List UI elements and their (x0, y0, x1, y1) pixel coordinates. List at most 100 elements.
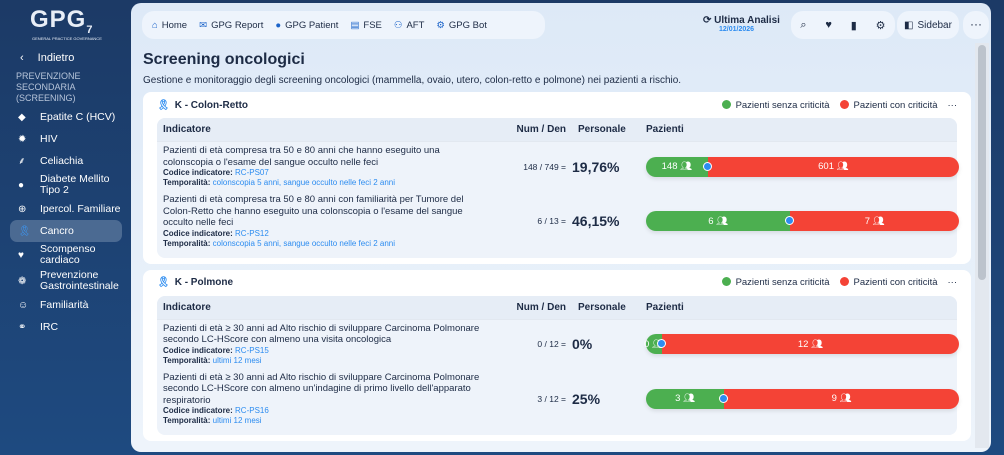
sidebar-item-celiachia[interactable]: ⸙ Celiachia (10, 150, 122, 172)
critical-segment[interactable]: 12 👥︎ (662, 334, 959, 354)
indicator-timeframe: colonscopia 5 anni, sangue occulto nelle… (212, 238, 396, 248)
sidebar-item-cancro[interactable]: 🎗 Cancro (10, 220, 122, 242)
sidebar-item-epatite-c-hcv-[interactable]: ◆ Epatite C (HCV) (10, 106, 122, 128)
wheat-icon: ⸙ (18, 155, 26, 167)
sidebar-item-label: HIV (40, 132, 58, 145)
legend: Pazienti senza criticità Pazienti con cr… (721, 277, 958, 288)
main-panel: ⌂ Home ✉ GPG Report ● GPG Patient ▤ FSE ⚇ AFT ⚙ GPG… (131, 3, 991, 452)
nav-fse[interactable]: ▤ FSE (350, 20, 381, 31)
legend-critical-label: Pazienti con criticità (853, 277, 938, 288)
logo-version: 7 (86, 23, 94, 36)
gpg-patient-icon: ● (275, 19, 282, 31)
page-subtitle: Gestione e monitoraggio degli screening … (143, 75, 682, 86)
sidebar-item-label: Cancro (40, 224, 74, 237)
patients-bar[interactable]: 0 👥︎ 12 👥︎ (644, 334, 959, 354)
ratio-marker (702, 161, 712, 171)
legend-critical: Pazienti con criticità (839, 99, 938, 111)
ribbon-icon: 🎗︎ (157, 99, 170, 111)
section-heading: PREVENZIONE SECONDARIA (SCREENING) (16, 71, 81, 103)
fse-icon: ▤ (350, 19, 360, 31)
card-menu-button[interactable]: ··· (947, 277, 958, 288)
patients-bar[interactable]: 3 👥︎ 9 👥︎ (646, 388, 959, 409)
indicator-card: 🎗︎ K - Colon-Retto Pazienti senza critici… (143, 92, 971, 264)
ok-segment[interactable]: 6 👥︎ (646, 211, 791, 232)
book-icon[interactable]: ▮ (850, 19, 857, 32)
critical-segment[interactable]: 601 👥︎ (707, 156, 959, 177)
ok-count: 148 (661, 161, 678, 172)
stomach-icon: ❁ (18, 275, 27, 287)
indicator-code[interactable]: RC-PS16 (235, 406, 269, 415)
sidebar-item-hiv[interactable]: ✹ HIV (10, 128, 122, 150)
critical-segment[interactable]: 7 👥︎ (790, 211, 959, 232)
virus-icon: ✹ (18, 133, 27, 145)
table-row: Pazienti di età ≥ 30 anni ad Alto rischi… (157, 369, 959, 430)
time-label: Temporalità: (163, 178, 211, 187)
ok-segment[interactable]: 3 👥︎ (646, 388, 725, 409)
sidebar-item-scompenso-cardiaco[interactable]: ♥ Scompenso cardiaco (10, 242, 122, 268)
back-button[interactable]: ‹ Indietro (20, 52, 74, 64)
table-row: Pazienti di età compresa tra 50 e 80 ann… (157, 191, 959, 252)
search-icon[interactable]: ⌕ (800, 18, 807, 31)
legend-critical-label: Pazienti con criticità (853, 99, 938, 111)
patients-bar[interactable]: 6 👥︎ 7 👥︎ (646, 211, 959, 232)
sidebar-item-irc[interactable]: ⚭ IRC (10, 316, 122, 338)
col-pazienti: Pazienti (646, 124, 684, 135)
code-label: Codice indicatore: (163, 406, 233, 415)
nav-aft[interactable]: ⚇ AFT (394, 20, 424, 31)
indicator-code[interactable]: RC-PS07 (235, 168, 269, 177)
gear-icon[interactable]: ⚙ (875, 19, 886, 32)
indicator-table: Indicatore Num / Den Personale Pazienti … (157, 118, 959, 258)
logo-tagline: GENERAL PRACTICE GOVERNANCE (32, 36, 102, 41)
personal-percentage: 19,76% (572, 158, 620, 175)
nav-home[interactable]: ⌂ Home (152, 20, 187, 31)
refresh-icon: ⟳ (703, 15, 715, 26)
col-personale: Personale (578, 124, 626, 135)
time-label: Temporalità: (163, 416, 211, 425)
more-button[interactable]: ··· (963, 11, 989, 39)
sidebar-item-prevenzione-gastrointestinale[interactable]: ❁ Prevenzione Gastrointestinale (10, 268, 122, 294)
heart-icon: ♥ (18, 249, 24, 261)
col-pazienti: Pazienti (646, 301, 684, 313)
critical-count: 12 (797, 338, 809, 350)
nav-gpg-report[interactable]: ✉ GPG Report (199, 20, 263, 31)
sidebar-item-label: IRC (40, 320, 59, 333)
ok-segment[interactable]: 148 👥︎ (646, 156, 708, 177)
table-row: Pazienti di età ≥ 30 anni ad Alto rischi… (157, 320, 959, 369)
sidebar: GPG7 GENERAL PRACTICE GOVERNANCE ‹ Indietr… (0, 0, 131, 455)
card-menu-button[interactable]: ··· (947, 99, 958, 111)
sidebar-item-label: Diabete Mellito Tipo 2 (40, 173, 110, 196)
col-personale: Personale (578, 301, 626, 313)
gpg-bot-icon: ⚙ (436, 19, 445, 31)
scrollbar-thumb[interactable] (978, 45, 986, 280)
personal-percentage: 46,15% (572, 213, 620, 230)
sidebar-item-diabete-mellito-tipo-2[interactable]: ● Diabete Mellito Tipo 2 (10, 172, 122, 198)
red-dot-icon (839, 99, 849, 109)
indicator-code[interactable]: RC-PS12 (235, 228, 269, 238)
col-indicatore: Indicatore (163, 124, 211, 135)
personal-percentage: 0% (572, 336, 593, 352)
patients-bar[interactable]: 148 👥︎ 601 👥︎ (646, 156, 959, 177)
critical-segment[interactable]: 9 👥︎ (724, 388, 959, 409)
ribbon-icon: 🎗︎ (157, 277, 170, 288)
nav-gpg-patient[interactable]: ● GPG Patient (275, 20, 338, 31)
heart-icon[interactable]: ♥ (825, 19, 832, 31)
gpg-report-icon: ✉ (199, 19, 208, 31)
table-row: Pazienti di età compresa tra 50 e 80 ann… (157, 142, 959, 191)
sidebar-item-familiarit-[interactable]: ☺ Familiarità (10, 294, 122, 316)
critical-count: 7 (864, 215, 871, 227)
code-label: Codice indicatore: (163, 168, 233, 177)
nav-label: GPG Bot (448, 19, 487, 31)
indicator-code[interactable]: RC-PS15 (235, 345, 269, 355)
nav-gpg-bot[interactable]: ⚙ GPG Bot (436, 20, 487, 31)
sidebar-nav: ◆ Epatite C (HCV) ✹ HIV ⸙ Celiachia ● Diabete M… (10, 106, 122, 338)
sidebar-item-label: Epatite C (HCV) (40, 110, 116, 123)
users-icon: 👥︎ (811, 338, 824, 350)
sidebar-item-label: Scompenso cardiaco (40, 243, 96, 266)
last-analysis[interactable]: ⟳ Ultima Analisi 12/01/2026 (703, 15, 780, 33)
sidebar-toggle-button[interactable]: ◧ Sidebar (897, 11, 959, 39)
indicator-timeframe: ultimi 12 mesi (212, 355, 262, 365)
scrollbar[interactable] (975, 43, 989, 448)
num-den: 6 / 13 = (537, 216, 566, 227)
sidebar-item-ipercol-familiare[interactable]: ⊕ Ipercol. Familiare (10, 198, 122, 220)
num-den: 3 / 12 = (537, 393, 566, 404)
